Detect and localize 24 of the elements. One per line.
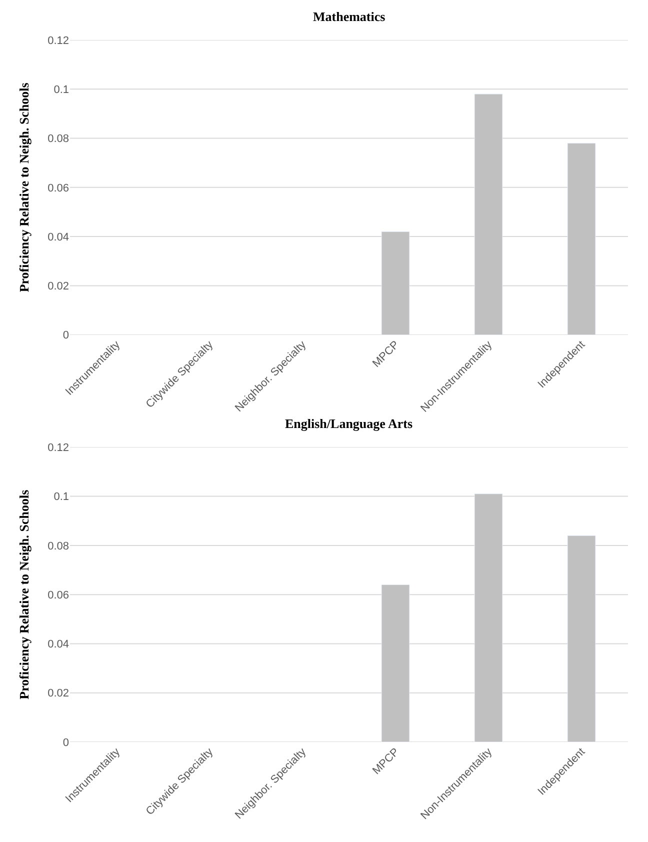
chart-title: Mathematics — [313, 9, 386, 24]
y-tick-label: 0.08 — [48, 133, 69, 146]
bar — [474, 494, 503, 742]
chart-title: English/Language Arts — [285, 416, 413, 431]
y-tick-label: 0 — [62, 736, 69, 749]
bar — [381, 584, 410, 742]
y-tick-label: 0.02 — [48, 280, 69, 293]
bar — [474, 94, 503, 335]
y-tick-label: 0.04 — [48, 638, 69, 651]
y-tick-label: 0.12 — [48, 34, 69, 47]
y-axis-title: Proficiency Relative to Neigh. Schools — [16, 490, 32, 700]
y-axis-title: Proficiency Relative to Neigh. Schools — [16, 82, 32, 292]
y-tick-label: 0.06 — [48, 182, 69, 194]
y-tick-label: 0.06 — [48, 589, 69, 602]
y-tick-label: 0 — [62, 330, 69, 342]
bar — [567, 142, 596, 335]
y-tick-label: 0.08 — [48, 540, 69, 552]
y-tick-label: 0.1 — [54, 84, 69, 96]
y-tick-label: 0.12 — [48, 442, 69, 454]
bar — [381, 231, 410, 335]
y-tick-label: 0.1 — [54, 491, 69, 504]
y-tick-label: 0.04 — [48, 231, 69, 244]
bar — [567, 535, 596, 742]
y-tick-label: 0.02 — [48, 688, 69, 700]
